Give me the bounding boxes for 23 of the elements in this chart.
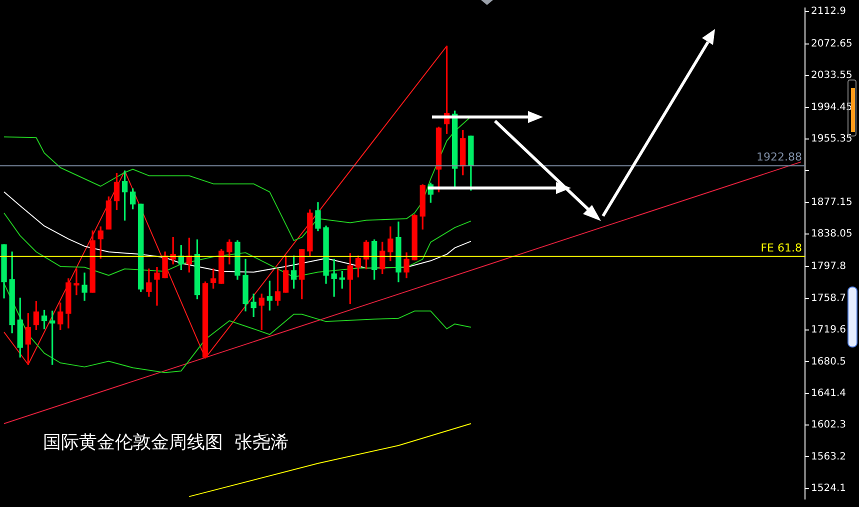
y-tick-label: 1994.45 (811, 102, 852, 113)
candlestick (154, 266, 160, 306)
ref-line-label: FE 61.8 (760, 241, 802, 254)
candlestick (82, 272, 88, 301)
y-tick-label: 1563.2 (811, 451, 846, 462)
candlestick (74, 268, 80, 296)
y-tick-label: 1641.4 (811, 388, 846, 399)
y-tick-label: 1877.15 (811, 196, 852, 208)
annotation: 国际黄金伦敦金周线图 张尧浠 (43, 431, 288, 454)
y-tick-label: 1680.5 (811, 356, 846, 368)
y-tick-label: 1524.1 (811, 482, 846, 494)
y-tick-label: 1758.7 (811, 292, 846, 304)
y-tick-label: 1719.6 (811, 324, 846, 336)
ref-line-label: 1922.88 (756, 150, 802, 164)
y-tick-label: 1955.35 (811, 134, 852, 145)
candlestick (250, 294, 256, 318)
candlestick (331, 258, 337, 297)
y-tick-label: 2112.9 (811, 6, 846, 17)
y-tick-label: 2033.55 (811, 70, 852, 82)
y-tick-label: 1797.8 (811, 261, 846, 272)
y-tick-label: 1602.3 (811, 420, 846, 431)
y-tick-label: 1838.05 (811, 228, 852, 240)
y-tick-label: 2072.65 (811, 38, 852, 50)
